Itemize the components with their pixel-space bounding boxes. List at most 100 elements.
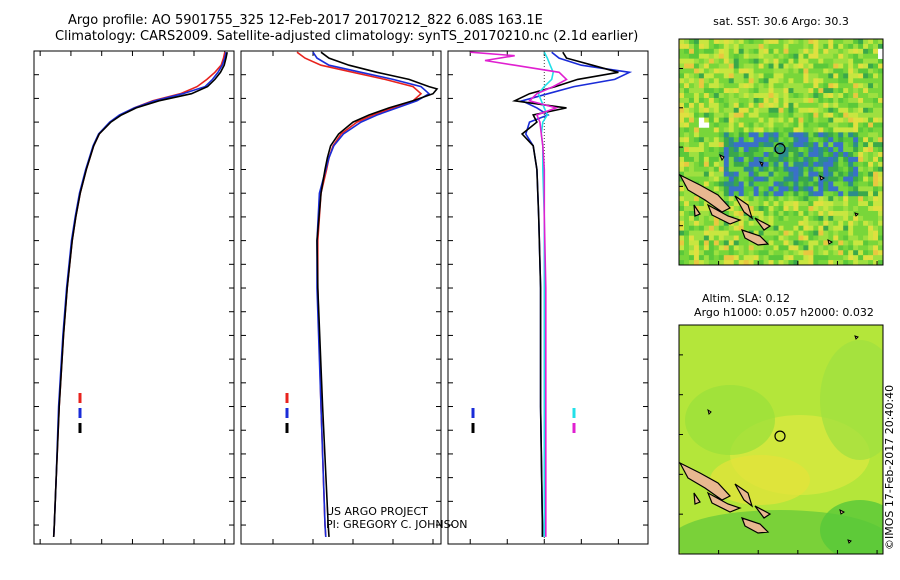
sst-pixel <box>878 117 883 123</box>
sst-pixel <box>728 102 735 109</box>
sst-pixel <box>703 142 710 148</box>
sst-pixel <box>808 181 814 187</box>
sst-pixel <box>863 161 869 168</box>
sst-pixel <box>878 132 883 138</box>
argo-float-marker <box>774 143 786 155</box>
sst-pixel <box>838 147 844 153</box>
sst-pixel <box>878 161 883 168</box>
sst-pixel <box>778 181 784 187</box>
sst-pixel <box>873 215 879 222</box>
sst-pixel <box>793 93 799 99</box>
sst-pixel <box>683 215 690 222</box>
sst-pixel <box>698 73 705 79</box>
sst-pixel <box>793 152 799 158</box>
sst-pixel <box>728 152 735 158</box>
sst-pixel <box>808 260 814 265</box>
sst-pixel <box>783 171 789 177</box>
sst-pixel <box>758 63 764 69</box>
sst-pixel <box>758 93 764 99</box>
sst-pixel <box>773 240 779 246</box>
sst-pixel <box>848 156 854 163</box>
sst-pixel <box>728 78 735 84</box>
sst-pixel <box>723 152 730 158</box>
sst-pixel <box>738 132 744 138</box>
sst-pixel <box>863 93 869 99</box>
sst-pixel <box>688 137 695 143</box>
sst-pixel <box>823 68 829 74</box>
sst-pixel <box>723 171 730 177</box>
sst-pixel <box>698 88 705 94</box>
sst-pixel <box>873 181 879 187</box>
sst-pixel <box>868 245 874 251</box>
sst-pixel <box>793 201 799 207</box>
sst-pixel <box>798 112 804 118</box>
sst-pixel <box>868 48 874 55</box>
sst-pixel <box>768 210 774 217</box>
sst-pixel <box>688 73 695 79</box>
sst-pixel <box>793 68 799 74</box>
sst-pixel <box>843 142 849 148</box>
sst-pixel <box>803 220 809 226</box>
sst-pixel <box>853 196 859 202</box>
sst-pixel <box>873 240 879 246</box>
sst-pixel <box>803 73 809 79</box>
sst-pixel <box>688 245 695 251</box>
sst-pixel <box>698 201 705 207</box>
sst-pixel <box>838 53 844 59</box>
sst-pixel <box>753 152 759 158</box>
sst-pixel <box>793 171 799 177</box>
sst-pixel <box>878 166 883 172</box>
sst-pixel <box>803 93 809 99</box>
sst-pixel <box>818 53 824 59</box>
sst-pixel <box>873 43 879 50</box>
sst-pixel <box>723 250 730 256</box>
sst-pixel <box>728 68 735 74</box>
sst-pixel <box>753 142 759 148</box>
sst-pixel <box>753 39 759 45</box>
sst-pixel <box>773 250 779 256</box>
sst-pixel <box>858 43 864 50</box>
sst-pixel <box>733 132 740 138</box>
sst-pixel <box>763 166 769 172</box>
sst-pixel <box>703 161 710 168</box>
salinity-panel <box>240 50 442 545</box>
sst-pixel <box>698 97 705 104</box>
sst-pixel <box>748 58 754 64</box>
sst-pixel <box>723 220 730 226</box>
sst-pixel <box>793 137 799 143</box>
sst-pixel <box>748 171 754 177</box>
sst-pixel <box>688 225 695 231</box>
sst-pixel <box>848 68 854 74</box>
sst-pixel <box>703 63 710 69</box>
sst-pixel <box>853 230 859 236</box>
sst-pixel <box>763 152 769 158</box>
sst-pixel <box>878 152 883 158</box>
sst-pixel <box>873 93 879 99</box>
sst-pixel <box>783 260 789 265</box>
sst-pixel <box>833 245 839 251</box>
sst-pixel <box>863 147 869 153</box>
sst-pixel <box>833 191 839 197</box>
sst-pixel <box>688 161 695 168</box>
sst-pixel <box>878 147 883 153</box>
sst-pixel <box>868 147 874 153</box>
sst-pixel <box>713 73 720 79</box>
sst-pixel <box>718 43 725 50</box>
sst-pixel <box>808 240 814 246</box>
sst-pixel <box>788 196 794 202</box>
sst-pixel <box>853 240 859 246</box>
coastline-small-islands-sla <box>707 335 859 544</box>
sst-pixel <box>878 63 883 69</box>
sst-pixel <box>778 166 784 172</box>
sst-pixel <box>728 206 735 212</box>
sst-pixel <box>708 73 715 79</box>
sst-pixel <box>873 48 879 55</box>
sst-pixel <box>863 215 869 222</box>
sst-pixel <box>878 260 883 265</box>
sst-pixel <box>778 78 784 84</box>
sst-pixel <box>868 196 874 202</box>
sst-pixel <box>733 176 740 182</box>
sst-pixel <box>843 53 849 59</box>
sst-pixel <box>823 186 829 192</box>
sst-pixel <box>768 97 774 104</box>
